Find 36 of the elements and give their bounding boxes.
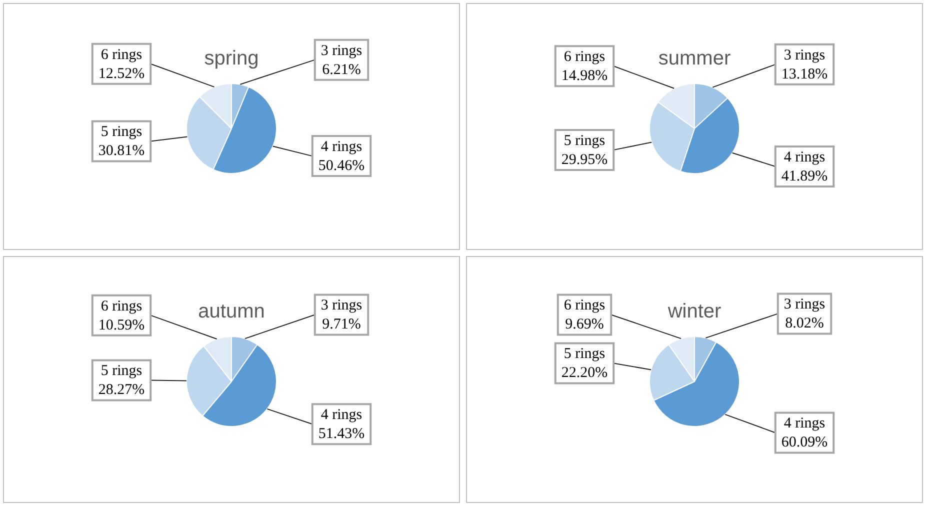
slice-label: 6 rings	[564, 298, 606, 314]
data-label: 12.52%	[98, 66, 145, 82]
slice-label: 4 rings	[320, 407, 362, 424]
chart-title: winter	[666, 300, 722, 323]
slice-label: 6 rings	[100, 46, 142, 63]
slice-label: 4 rings	[320, 138, 362, 155]
chart-title: summer	[658, 48, 731, 70]
slice-label: 6 rings	[100, 298, 142, 314]
data-label: 41.89%	[781, 168, 828, 184]
slice-label: 5 rings	[564, 346, 606, 362]
data-label: 60.09%	[781, 434, 828, 451]
chart-title: autumn	[198, 300, 265, 323]
slice-label: 3 rings	[784, 296, 826, 313]
data-label: 9.71%	[322, 316, 361, 333]
slice-label: 3 rings	[320, 42, 362, 59]
data-label: 14.98%	[561, 68, 608, 84]
slice-label: 4 rings	[784, 149, 826, 166]
data-label: 13.18%	[781, 66, 828, 82]
data-label: 51.43%	[318, 426, 365, 442]
slice-label: 5 rings	[100, 363, 142, 380]
data-label: 10.59%	[98, 317, 145, 334]
slice-label: 5 rings	[564, 132, 606, 149]
data-label: 28.27%	[98, 382, 145, 398]
data-label: 29.95%	[561, 152, 608, 168]
slice-label: 6 rings	[564, 49, 606, 66]
data-label: 50.46%	[318, 158, 365, 174]
slice-label: 3 rings	[320, 298, 362, 314]
slice-label: 4 rings	[784, 416, 826, 432]
data-label: 22.20%	[561, 365, 608, 382]
data-label: 8.02%	[785, 316, 824, 332]
slice-label: 5 rings	[100, 124, 142, 140]
chart-title: spring	[204, 48, 259, 70]
data-label: 6.21%	[322, 62, 361, 78]
data-label: 9.69%	[565, 316, 604, 333]
data-label: 30.81%	[98, 143, 145, 160]
slice-label: 3 rings	[784, 47, 826, 64]
